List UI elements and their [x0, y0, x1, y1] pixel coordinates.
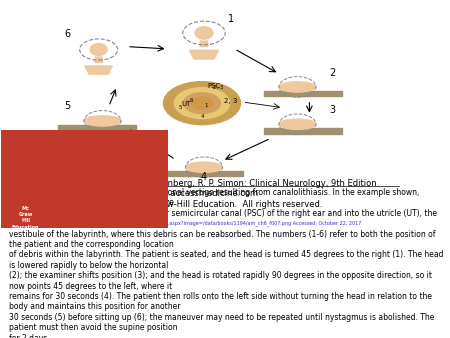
FancyBboxPatch shape	[0, 130, 167, 293]
Ellipse shape	[90, 44, 107, 55]
Circle shape	[191, 97, 213, 109]
Text: 6: 6	[64, 29, 70, 39]
Text: UT: UT	[181, 101, 190, 107]
Text: Source: M. J. Aminoff, D. A. Greenberg, R. P. Simon: Clinical Neurology, 9th Edi: Source: M. J. Aminoff, D. A. Greenberg, …	[32, 179, 376, 209]
Circle shape	[163, 82, 240, 125]
Text: 4: 4	[200, 114, 204, 119]
Polygon shape	[85, 66, 112, 74]
Ellipse shape	[279, 119, 316, 129]
Text: 5: 5	[179, 105, 182, 110]
Polygon shape	[95, 57, 103, 63]
Text: PSC: PSC	[208, 82, 221, 89]
Text: 2, 3: 2, 3	[213, 85, 224, 90]
Text: 1: 1	[228, 14, 234, 24]
Text: 3: 3	[329, 105, 336, 115]
Text: 1: 1	[205, 103, 208, 108]
Text: 2, 3: 2, 3	[224, 98, 237, 104]
Polygon shape	[200, 41, 208, 47]
Text: 5: 5	[64, 101, 71, 112]
Text: 4: 4	[201, 172, 207, 182]
Polygon shape	[189, 50, 219, 59]
Polygon shape	[165, 171, 243, 176]
Text: http://www.accessmedicine.com/Download/image.aspx?image=/data/books/1194/am_ch6_: http://www.accessmedicine.com/Download/i…	[46, 221, 362, 226]
Circle shape	[184, 93, 220, 114]
Polygon shape	[265, 128, 342, 134]
Circle shape	[174, 88, 230, 119]
Polygon shape	[58, 125, 135, 130]
Polygon shape	[265, 91, 342, 96]
Ellipse shape	[185, 162, 222, 172]
Ellipse shape	[84, 116, 121, 126]
Text: Repositioning treatment for benign positional vertigo resulting from canalolithi: Repositioning treatment for benign posit…	[9, 188, 444, 338]
Text: 6: 6	[189, 98, 193, 103]
Ellipse shape	[279, 82, 316, 92]
Ellipse shape	[195, 27, 213, 39]
Text: 2: 2	[329, 68, 336, 78]
Text: Mc
Graw
Hill
Education: Mc Graw Hill Education	[12, 206, 40, 230]
